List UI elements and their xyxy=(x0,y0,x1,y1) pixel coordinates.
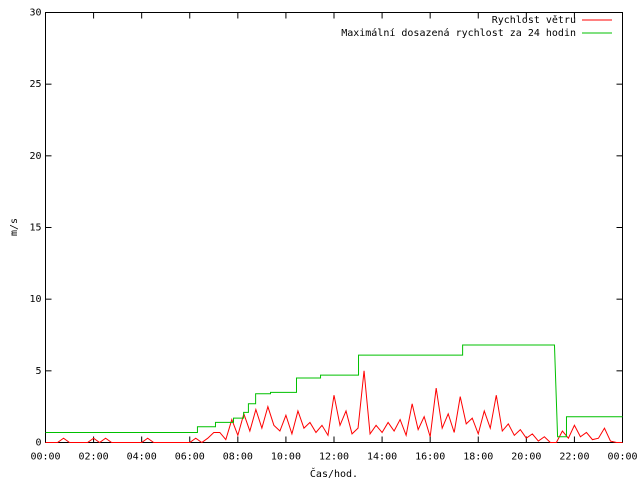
y-tick-label: 20 xyxy=(29,151,41,162)
y-tick-label: 30 xyxy=(29,8,41,19)
x-tick-label: 22:00 xyxy=(559,452,589,463)
x-tick-label: 04:00 xyxy=(127,452,157,463)
x-tick-label: 14:00 xyxy=(367,452,397,463)
x-axis-label: Čas/hod. xyxy=(310,467,358,480)
x-tick-label: 10:00 xyxy=(271,452,301,463)
y-tick-label: 10 xyxy=(29,294,41,305)
legend-label: Maximální dosazená rychlost za 24 hodin xyxy=(341,27,576,39)
x-tick-label: 02:00 xyxy=(79,452,109,463)
x-tick-label: 20:00 xyxy=(511,452,541,463)
y-tick-label: 0 xyxy=(35,438,41,449)
data-line xyxy=(45,370,623,444)
x-tick-label: 12:00 xyxy=(319,452,349,463)
plot-border xyxy=(45,12,623,443)
x-tick-label: 18:00 xyxy=(463,452,493,463)
legend-label: Rychlost větru xyxy=(492,14,576,26)
y-tick-label: 15 xyxy=(29,223,41,234)
y-tick-label: 25 xyxy=(29,79,41,90)
x-tick-label: 08:00 xyxy=(223,452,253,463)
x-tick-label: 16:00 xyxy=(415,452,445,463)
y-tick-label: 5 xyxy=(35,366,41,377)
y-axis-label: m/s xyxy=(9,218,20,236)
x-tick-label: 00:00 xyxy=(607,452,637,463)
x-tick-label: 00:00 xyxy=(30,452,60,463)
x-tick-label: 06:00 xyxy=(175,452,205,463)
data-line xyxy=(45,344,623,438)
